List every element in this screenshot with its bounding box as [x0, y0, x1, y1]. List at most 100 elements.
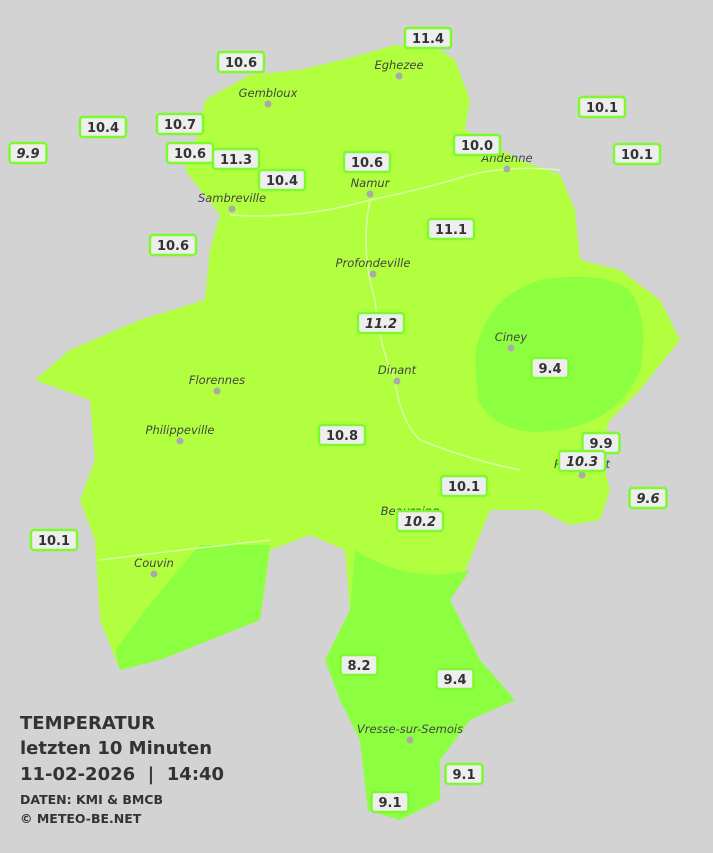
station-box — [628, 486, 668, 510]
city-dot — [150, 570, 158, 578]
city-dot — [264, 100, 272, 108]
station-value: 10.6 — [351, 156, 383, 171]
station-value: 10.6 — [225, 56, 257, 71]
station-value: 10.3 — [566, 455, 598, 470]
station-value: 11.1 — [435, 223, 467, 238]
station-value: 9.1 — [452, 768, 475, 783]
station-box — [370, 790, 410, 814]
city-label: Ciney — [495, 330, 528, 344]
city-dot — [213, 387, 221, 395]
station: 10.6 — [165, 141, 215, 165]
station-value: 10.4 — [266, 174, 298, 189]
station-box — [211, 147, 261, 171]
station-value: 9.6 — [636, 492, 659, 507]
station: 9.6 — [628, 486, 668, 510]
station-box — [29, 528, 79, 552]
city-dot — [503, 165, 511, 173]
station-value: 10.1 — [38, 534, 70, 549]
station-box — [557, 449, 607, 473]
city-dot — [406, 736, 414, 744]
station: 9.9 — [8, 141, 48, 165]
station-value: 10.8 — [326, 429, 358, 444]
station-box — [155, 112, 205, 136]
station-box — [216, 50, 266, 74]
station: 10.4 — [257, 168, 307, 192]
station-box — [148, 233, 198, 257]
station-value: 9.1 — [378, 796, 401, 811]
station-box — [439, 474, 489, 498]
station-box — [257, 168, 307, 192]
station-box — [426, 217, 476, 241]
station: 11.3 — [211, 147, 261, 171]
city-label: Profondeville — [336, 256, 411, 270]
station: 10.6 — [342, 150, 392, 174]
station: 9.4 — [530, 356, 570, 380]
city-label: Florennes — [189, 373, 245, 387]
copyright: © METEO-BE.NET — [20, 811, 142, 826]
station: 9.1 — [444, 762, 484, 786]
station: 10.1 — [612, 142, 662, 166]
title: TEMPERATUR — [20, 713, 155, 734]
station: 10.6 — [148, 233, 198, 257]
station: 8.2 — [339, 653, 379, 677]
station-value: 10.6 — [157, 239, 189, 254]
station-box — [403, 26, 453, 50]
source: DATEN: KMI & BMCB — [20, 792, 163, 807]
station: 10.1 — [29, 528, 79, 552]
station: 11.2 — [356, 311, 406, 335]
station-value: 8.2 — [347, 659, 370, 674]
station-value: 11.4 — [412, 32, 444, 47]
station: 10.6 — [216, 50, 266, 74]
station: 10.1 — [439, 474, 489, 498]
station-value: 10.7 — [164, 118, 196, 133]
station-value: 10.6 — [174, 147, 206, 162]
station-box — [78, 115, 128, 139]
city-label: Namur — [351, 176, 391, 190]
station-value: 10.1 — [448, 480, 480, 495]
station-value: 9.9 — [589, 437, 612, 452]
station-box — [444, 762, 484, 786]
city-dot — [507, 344, 515, 352]
stations: 11.4 10.6 10.1 10.4 10.7 10.0 9.9 10.6 11.3 10.6 1… — [8, 26, 668, 814]
station-value: 9.4 — [538, 362, 561, 377]
station: 10.7 — [155, 112, 205, 136]
station: 11.1 — [426, 217, 476, 241]
city-dot — [578, 471, 586, 479]
subtitle: letzten 10 Minuten — [20, 738, 212, 759]
city-label: Vresse-sur-Semois — [357, 722, 463, 736]
station-box — [577, 95, 627, 119]
station: 10.4 — [78, 115, 128, 139]
station: 10.2 — [395, 509, 445, 533]
city-label: Couvin — [134, 556, 174, 570]
station-box — [612, 142, 662, 166]
station-box — [8, 141, 48, 165]
station: 9.4 — [435, 667, 475, 691]
city-dot — [393, 377, 401, 385]
station: 10.8 — [317, 423, 367, 447]
city-dot — [395, 72, 403, 80]
city-label: Sambreville — [198, 191, 266, 205]
station: 9.1 — [370, 790, 410, 814]
station-box — [317, 423, 367, 447]
station-box — [395, 509, 445, 533]
city-dot — [366, 190, 374, 198]
city-label: Eghezee — [374, 58, 423, 72]
station-value: 10.1 — [586, 101, 618, 116]
station-box — [356, 311, 406, 335]
station: 11.4 — [403, 26, 453, 50]
station: 9.9 — [581, 431, 621, 455]
cooler-zone — [325, 550, 515, 820]
city-label: Dinant — [378, 363, 417, 377]
city-label: Philippeville — [146, 423, 215, 437]
station: 10.1 — [577, 95, 627, 119]
cooler-zone — [475, 276, 644, 432]
station-value: 10.2 — [404, 515, 436, 530]
station: 10.3 — [557, 449, 607, 473]
station-value: 9.4 — [443, 673, 466, 688]
station-box — [339, 653, 379, 677]
city-dot — [176, 437, 184, 445]
city-dot — [369, 270, 377, 278]
station: 10.0 — [452, 133, 502, 157]
datetime: 11-02-2026 | 14:40 — [20, 764, 224, 785]
city-label: Gembloux — [239, 86, 298, 100]
